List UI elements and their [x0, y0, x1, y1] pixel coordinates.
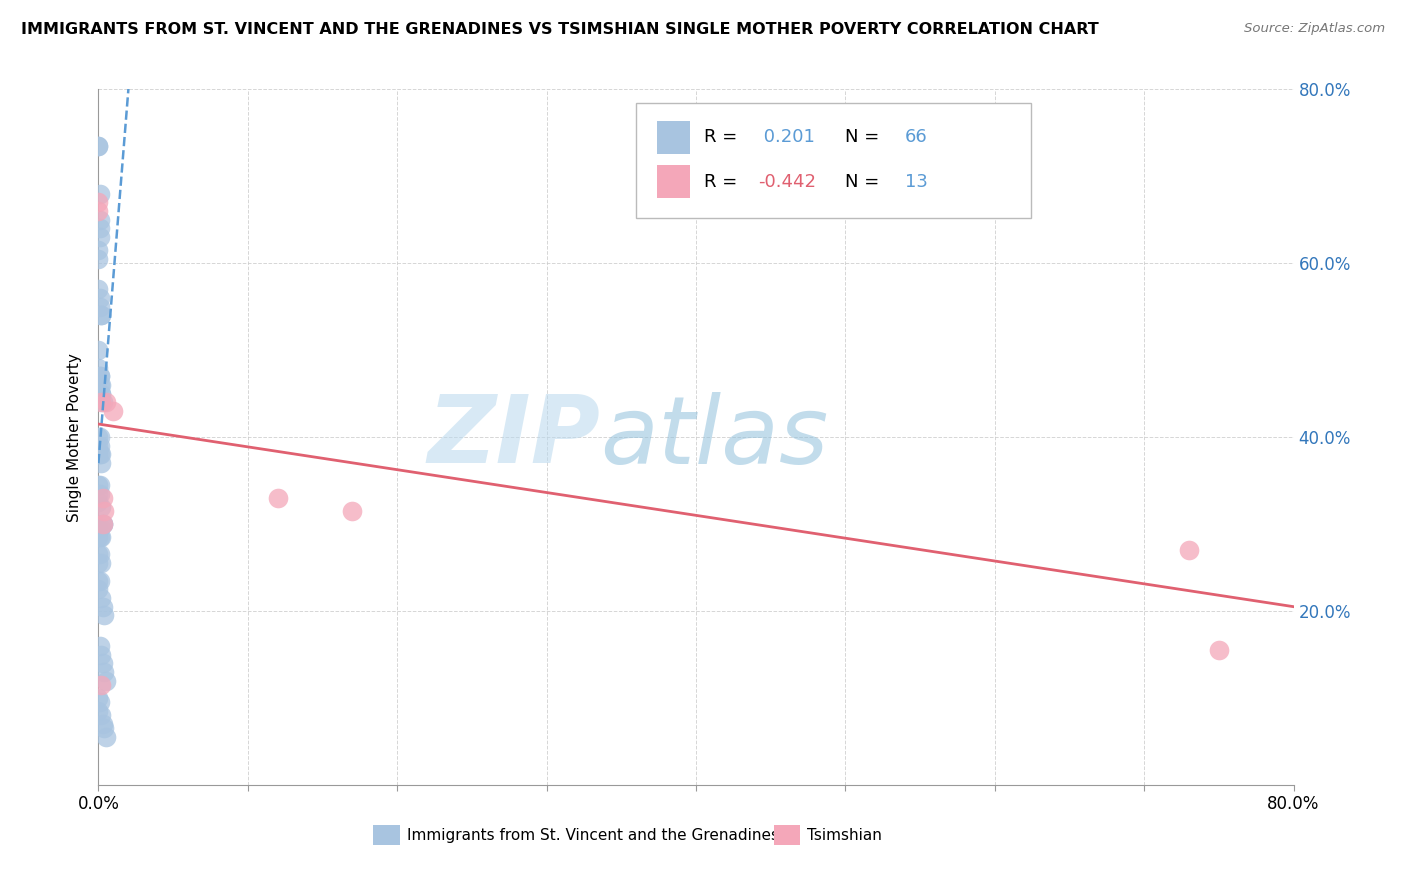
- Point: [91, 516, 114, 531]
- Point: [87, 282, 110, 296]
- Text: Source: ZipAtlas.com: Source: ZipAtlas.com: [1244, 22, 1385, 36]
- Point: [94, 395, 117, 409]
- Point: [89, 377, 111, 392]
- Point: [89, 300, 111, 314]
- Point: [89, 530, 111, 544]
- Point: [87, 243, 110, 257]
- Point: [89, 212, 111, 227]
- Text: Tsimshian: Tsimshian: [807, 828, 882, 843]
- Text: 0.201: 0.201: [758, 128, 815, 146]
- Point: [87, 548, 110, 562]
- Point: [89, 521, 111, 535]
- Point: [89, 369, 111, 384]
- Point: [90, 556, 112, 570]
- Point: [87, 360, 110, 375]
- Point: [89, 447, 111, 462]
- Bar: [773, 824, 800, 846]
- Point: [90, 386, 112, 401]
- Point: [93, 504, 115, 518]
- Text: R =: R =: [704, 128, 744, 146]
- Point: [90, 708, 112, 723]
- Point: [90, 308, 112, 322]
- Point: [87, 195, 110, 210]
- Point: [90, 386, 112, 401]
- Point: [91, 657, 114, 671]
- Point: [91, 516, 114, 531]
- Point: [90, 377, 112, 392]
- Point: [90, 447, 112, 462]
- Point: [90, 456, 112, 470]
- Point: [89, 221, 111, 235]
- Point: [89, 548, 111, 562]
- Y-axis label: Single Mother Poverty: Single Mother Poverty: [67, 352, 83, 522]
- Text: Immigrants from St. Vincent and the Grenadines: Immigrants from St. Vincent and the Gren…: [406, 828, 779, 843]
- Point: [91, 717, 114, 731]
- Point: [90, 678, 112, 692]
- Point: [87, 138, 110, 153]
- Point: [90, 395, 112, 409]
- Point: [103, 404, 125, 418]
- Point: [89, 430, 111, 444]
- Text: atlas: atlas: [600, 392, 828, 483]
- Point: [89, 291, 111, 305]
- Point: [94, 730, 117, 744]
- Point: [87, 704, 110, 718]
- Point: [89, 186, 111, 201]
- Point: [87, 343, 110, 357]
- Point: [87, 495, 110, 509]
- Point: [87, 430, 110, 444]
- Point: [87, 439, 110, 453]
- Point: [89, 439, 111, 453]
- Text: IMMIGRANTS FROM ST. VINCENT AND THE GRENADINES VS TSIMSHIAN SINGLE MOTHER POVERT: IMMIGRANTS FROM ST. VINCENT AND THE GREN…: [21, 22, 1099, 37]
- Point: [89, 574, 111, 588]
- Point: [93, 722, 115, 736]
- Point: [267, 491, 290, 505]
- Text: R =: R =: [704, 173, 744, 191]
- Text: N =: N =: [845, 128, 886, 146]
- Point: [93, 608, 115, 623]
- Text: 66: 66: [905, 128, 928, 146]
- Point: [94, 673, 117, 688]
- Text: 13: 13: [905, 173, 928, 191]
- Point: [89, 486, 111, 500]
- FancyBboxPatch shape: [637, 103, 1031, 218]
- Text: ZIP: ZIP: [427, 391, 600, 483]
- Bar: [374, 824, 399, 846]
- Bar: [657, 165, 690, 198]
- Point: [87, 203, 110, 218]
- Point: [89, 695, 111, 709]
- Point: [342, 504, 364, 518]
- Point: [87, 252, 110, 266]
- Point: [91, 516, 114, 531]
- Point: [87, 530, 110, 544]
- Point: [87, 574, 110, 588]
- Point: [90, 591, 112, 605]
- Bar: [657, 120, 690, 154]
- Point: [87, 582, 110, 597]
- Point: [1178, 543, 1201, 558]
- Point: [90, 648, 112, 662]
- Point: [87, 138, 110, 153]
- Text: -0.442: -0.442: [758, 173, 815, 191]
- Point: [89, 369, 111, 384]
- Point: [91, 491, 114, 505]
- Point: [87, 521, 110, 535]
- Point: [87, 690, 110, 705]
- Point: [91, 599, 114, 614]
- Point: [90, 530, 112, 544]
- Point: [90, 308, 112, 322]
- Point: [89, 230, 111, 244]
- Point: [87, 478, 110, 492]
- Point: [87, 486, 110, 500]
- Text: N =: N =: [845, 173, 886, 191]
- Point: [1208, 643, 1230, 657]
- Point: [87, 556, 110, 570]
- Point: [89, 478, 111, 492]
- Point: [87, 447, 110, 462]
- Point: [90, 500, 112, 514]
- Point: [93, 665, 115, 679]
- Point: [91, 395, 114, 409]
- Point: [89, 639, 111, 653]
